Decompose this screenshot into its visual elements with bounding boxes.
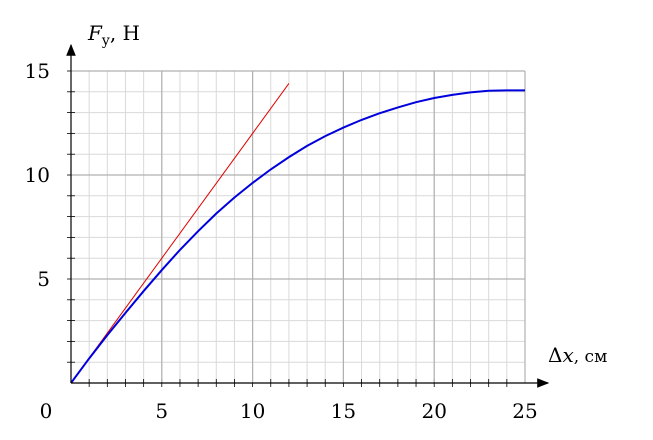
y-label-unit: , Н [110,21,140,45]
y-axis-label: Fy, Н [87,21,140,49]
x-axis-label: Δx, см [548,343,607,367]
x-tick-label: 20 [421,399,446,423]
x-tick-label: 15 [331,399,356,423]
y-tick-label: 5 [37,267,50,291]
y-label-subscript: y [101,33,110,49]
grid [67,70,526,387]
plot [70,83,525,384]
y-label-symbol: F [87,21,103,45]
x-label-unit: , см [574,347,608,367]
x-label-symbol: x [562,343,573,367]
x-tick-label: 5 [155,399,168,423]
x-tick-label: 0 [40,399,53,423]
x-label-prefix: Δ [548,343,562,367]
line [70,83,290,384]
x-tick-label: 25 [512,399,537,423]
y-tick-label: 10 [25,163,50,187]
y-tick-label: 15 [25,59,50,83]
line [70,89,525,384]
x-tick-label: 10 [240,399,265,423]
